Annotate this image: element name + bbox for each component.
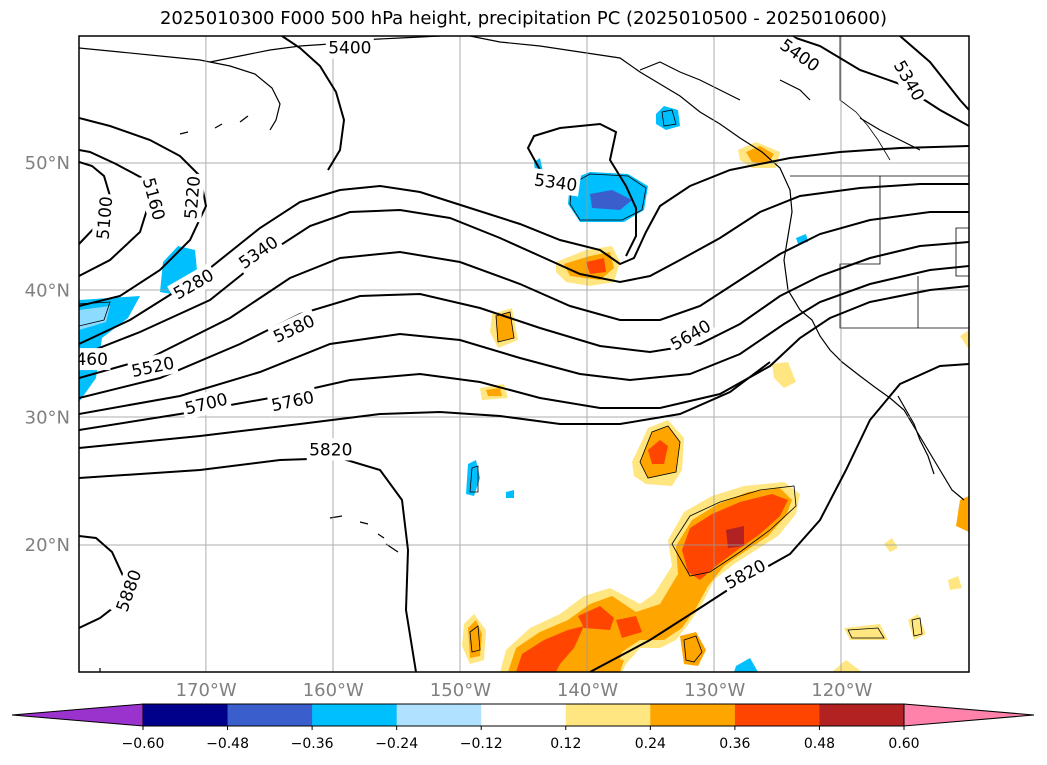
precip-outlines <box>79 109 923 663</box>
contour-label-text: 5100 <box>94 196 118 241</box>
contour-label-bg <box>306 438 355 461</box>
lat-tick-label: 20°N <box>25 535 70 556</box>
contour-label-bg <box>232 229 285 276</box>
colorbar-segment <box>312 704 398 726</box>
colorbar-tick-label: −0.24 <box>375 736 418 752</box>
colorbar-segment <box>734 704 820 726</box>
contour-label-text: 5820 <box>309 440 352 460</box>
lon-tick-label: 140°W <box>557 680 618 701</box>
lon-tick-label: 170°W <box>176 680 237 701</box>
colorbar-segment <box>481 704 567 726</box>
map-frame <box>78 35 970 673</box>
colorbar-segment <box>819 704 905 726</box>
contour-label: 5220 <box>179 172 206 223</box>
contour-label-bg <box>773 36 826 78</box>
colorbar-tick-label: −0.36 <box>291 736 334 752</box>
lon-tick-label: 120°W <box>811 680 872 701</box>
colorbar-tick-label: 0.12 <box>550 736 581 752</box>
contour-label-bg <box>110 564 148 617</box>
colorbar-segment <box>143 704 229 726</box>
contour-label-text: 5220 <box>181 175 205 220</box>
contour-label: 5820 <box>306 438 355 461</box>
contour-label: 5100 <box>91 193 118 243</box>
map-background <box>79 36 969 672</box>
contour-label-bg <box>530 168 582 197</box>
contour-label-bg <box>167 262 220 306</box>
lon-tick-label: 150°W <box>430 680 491 701</box>
colorbar-segment <box>565 704 651 726</box>
lat-ticks: 20°N 30°N 40°N 50°N <box>25 153 70 556</box>
coastlines <box>79 36 965 672</box>
lon-ticks: 170°W 160°W 150°W 140°W 130°W 120°W <box>176 680 873 701</box>
colorbar-tick-label: 0.36 <box>719 736 750 752</box>
contour-label-bg <box>79 348 111 371</box>
colorbar-segment <box>227 704 313 726</box>
colorbar-tick-label: 0.24 <box>635 736 666 752</box>
colorbar-segment <box>650 704 736 726</box>
contour-label-text: 5400 <box>328 38 371 58</box>
colorbar-extend-max <box>903 703 1035 727</box>
colorbar-tick-label: −0.48 <box>206 736 249 752</box>
colorbar-frame <box>142 703 905 727</box>
contour-label-bg <box>180 387 233 421</box>
contour-label-bg <box>325 36 374 59</box>
lat-tick-label: 50°N <box>25 153 70 174</box>
colorbar-segment <box>396 704 482 726</box>
contour-label-text: 460 <box>75 350 107 370</box>
colorbar-tick-label: −0.12 <box>460 736 503 752</box>
lat-tick-label: 30°N <box>25 408 70 429</box>
colorbar-tick-label: 0.48 <box>804 736 835 752</box>
contour-label-bg <box>718 553 772 596</box>
lat-tick-label: 40°N <box>25 280 70 301</box>
lon-tick-label: 130°W <box>684 680 745 701</box>
contour-label-bg <box>137 172 171 225</box>
contour-label: 5520 <box>126 350 179 383</box>
contour-label-bg <box>664 313 717 357</box>
contour-label: 5760 <box>266 385 319 417</box>
colorbar-tick-label: −0.60 <box>122 736 165 752</box>
contour-label-bg <box>126 350 179 383</box>
gridlines <box>79 36 969 672</box>
contour-label: 460 <box>75 348 111 371</box>
political-borders <box>790 36 969 329</box>
colorbar: −0.60 −0.48 −0.36 −0.24 −0.12 0.12 0.24 0.36 0.4… <box>11 703 1035 752</box>
colorbar-tick-label: 0.60 <box>888 736 919 752</box>
contour-label-bg <box>266 385 319 417</box>
contour-label-bg <box>267 308 321 349</box>
chart-title: 2025010300 F000 500 hPa height, precipit… <box>159 8 888 29</box>
contour-label: 5400 <box>325 36 374 59</box>
contour-label-bg <box>887 54 931 107</box>
lon-tick-label: 160°W <box>303 680 364 701</box>
contour-label-bg <box>179 172 206 223</box>
contour-label-bg <box>91 193 118 243</box>
colorbar-extend-min <box>11 703 144 727</box>
